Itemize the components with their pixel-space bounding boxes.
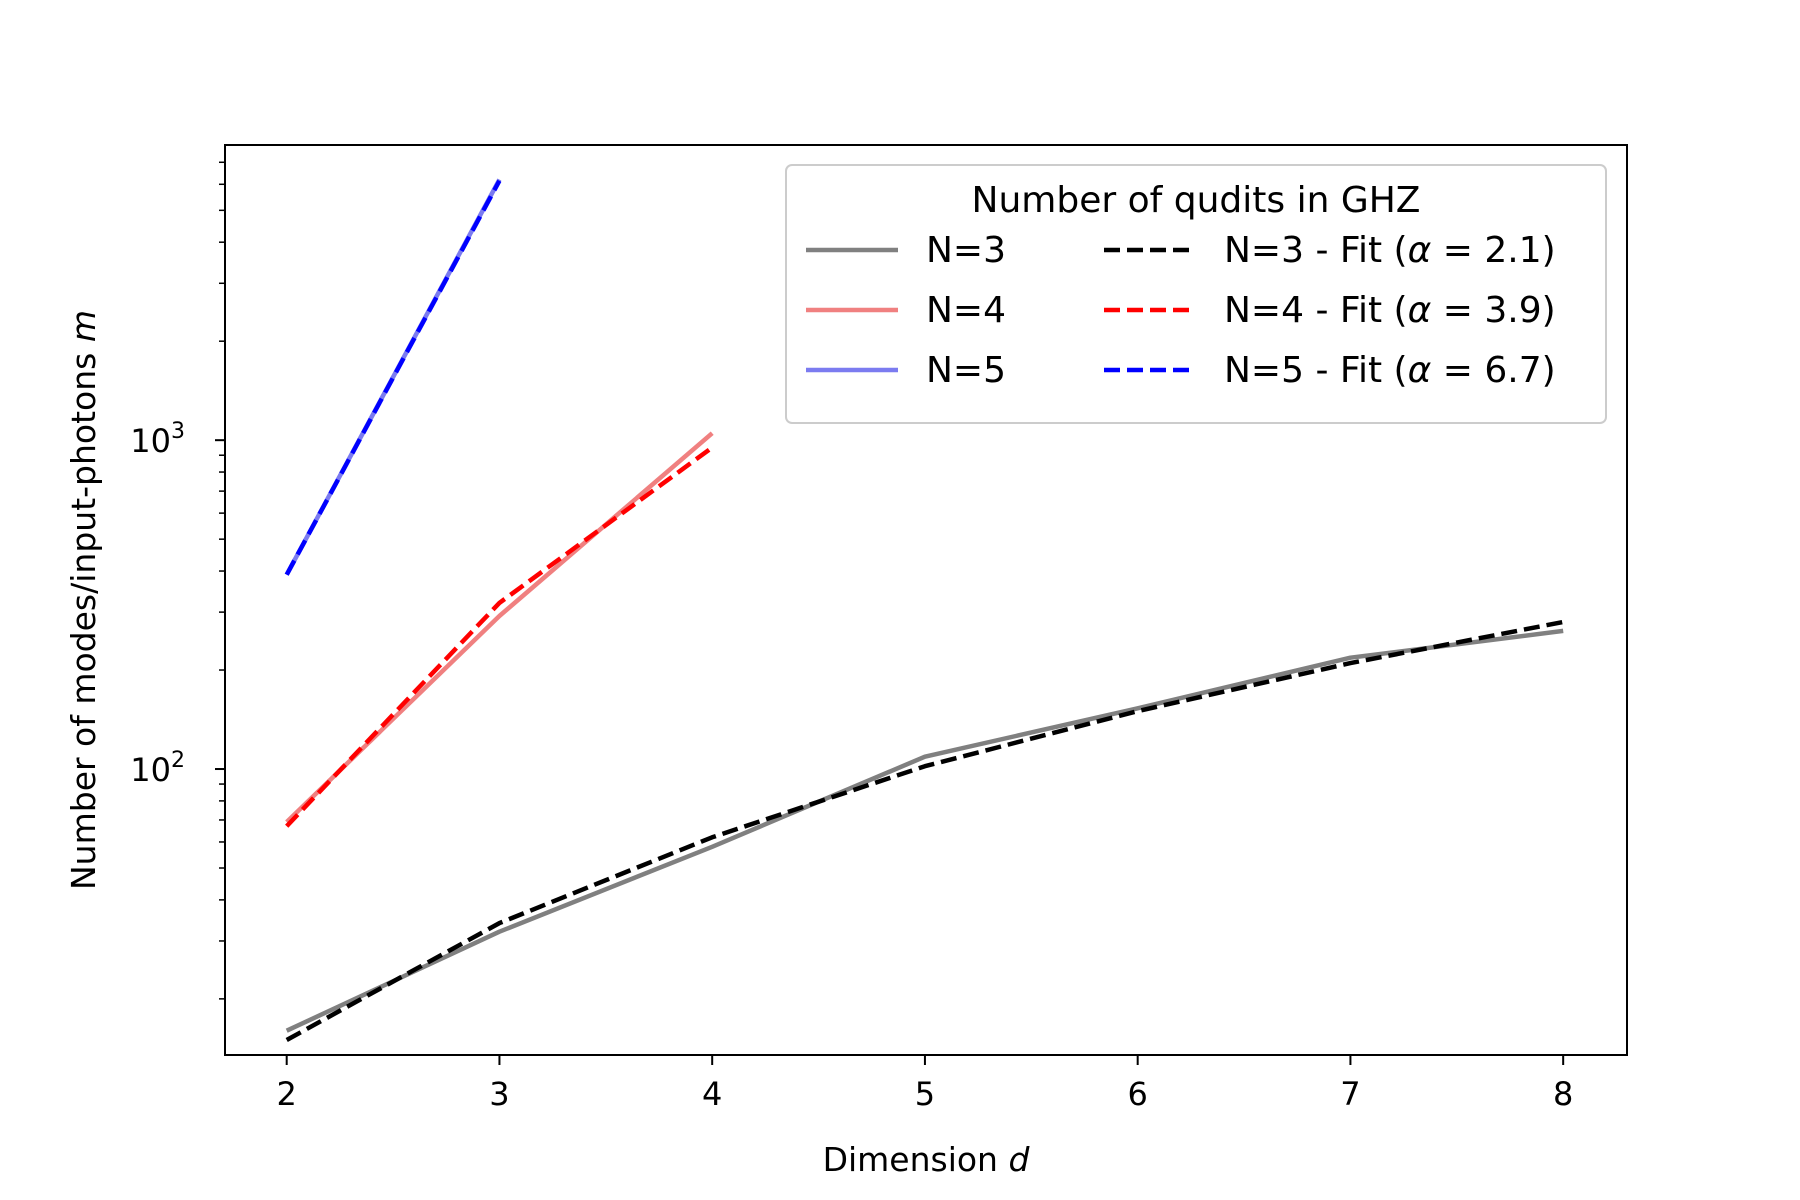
legend-entry-n-5: N=5	[806, 350, 1006, 391]
y-tick-label: 102	[130, 748, 185, 789]
legend-label: N=5 - Fit (α = 6.7)	[1224, 350, 1556, 391]
y-axis: 102 103	[130, 419, 225, 789]
series-line-n-5-fit	[284, 179, 502, 576]
legend-label: N=5	[926, 350, 1006, 391]
y-tick-label: 103	[130, 419, 185, 460]
y-minor-ticks	[219, 161, 225, 1000]
legend-label: N=3 - Fit (α = 2.1)	[1224, 230, 1556, 271]
x-tick-label: 4	[702, 1075, 722, 1113]
legend-entry-n-3-fit: N=3 - Fit (α = 2.1)	[1104, 230, 1556, 271]
x-tick-label: 7	[1340, 1075, 1360, 1113]
legend-label: N=4 - Fit (α = 3.9)	[1224, 290, 1556, 331]
y-axis-label: Number of modes/input-photons m	[64, 310, 103, 890]
legend-entry-n-5-fit: N=5 - Fit (α = 6.7)	[1104, 350, 1556, 391]
x-tick-label: 3	[489, 1075, 509, 1113]
x-tick-label: 6	[1128, 1075, 1148, 1113]
legend-label: N=4	[926, 290, 1006, 331]
series-line-n-3-fit	[285, 619, 1564, 1042]
plot-frame	[224, 144, 1628, 1056]
x-tick-label: 8	[1553, 1075, 1573, 1113]
legend-label: N=3	[926, 230, 1006, 271]
x-tick-label: 2	[277, 1075, 297, 1113]
series-line-n-4-fit	[285, 445, 714, 828]
legend-box	[785, 164, 1607, 424]
legend-title: Number of qudits in GHZ	[972, 180, 1421, 221]
series-line-n-3	[285, 628, 1564, 1033]
legend-entry-n-3: N=3	[806, 230, 1006, 271]
x-tick-label: 5	[915, 1075, 935, 1113]
legend: Number of qudits in GHZ N=3 N=4 N=5 N=3 - F…	[785, 164, 1607, 424]
series-layer	[284, 178, 1564, 1042]
x-axis: 2 3 4 5 6 7 8	[277, 1055, 1573, 1113]
legend-entry-n-4: N=4	[806, 290, 1006, 331]
legend-entry-n-4-fit: N=4 - Fit (α = 3.9)	[1104, 290, 1556, 331]
x-axis-label: Dimension d	[823, 1140, 1031, 1179]
